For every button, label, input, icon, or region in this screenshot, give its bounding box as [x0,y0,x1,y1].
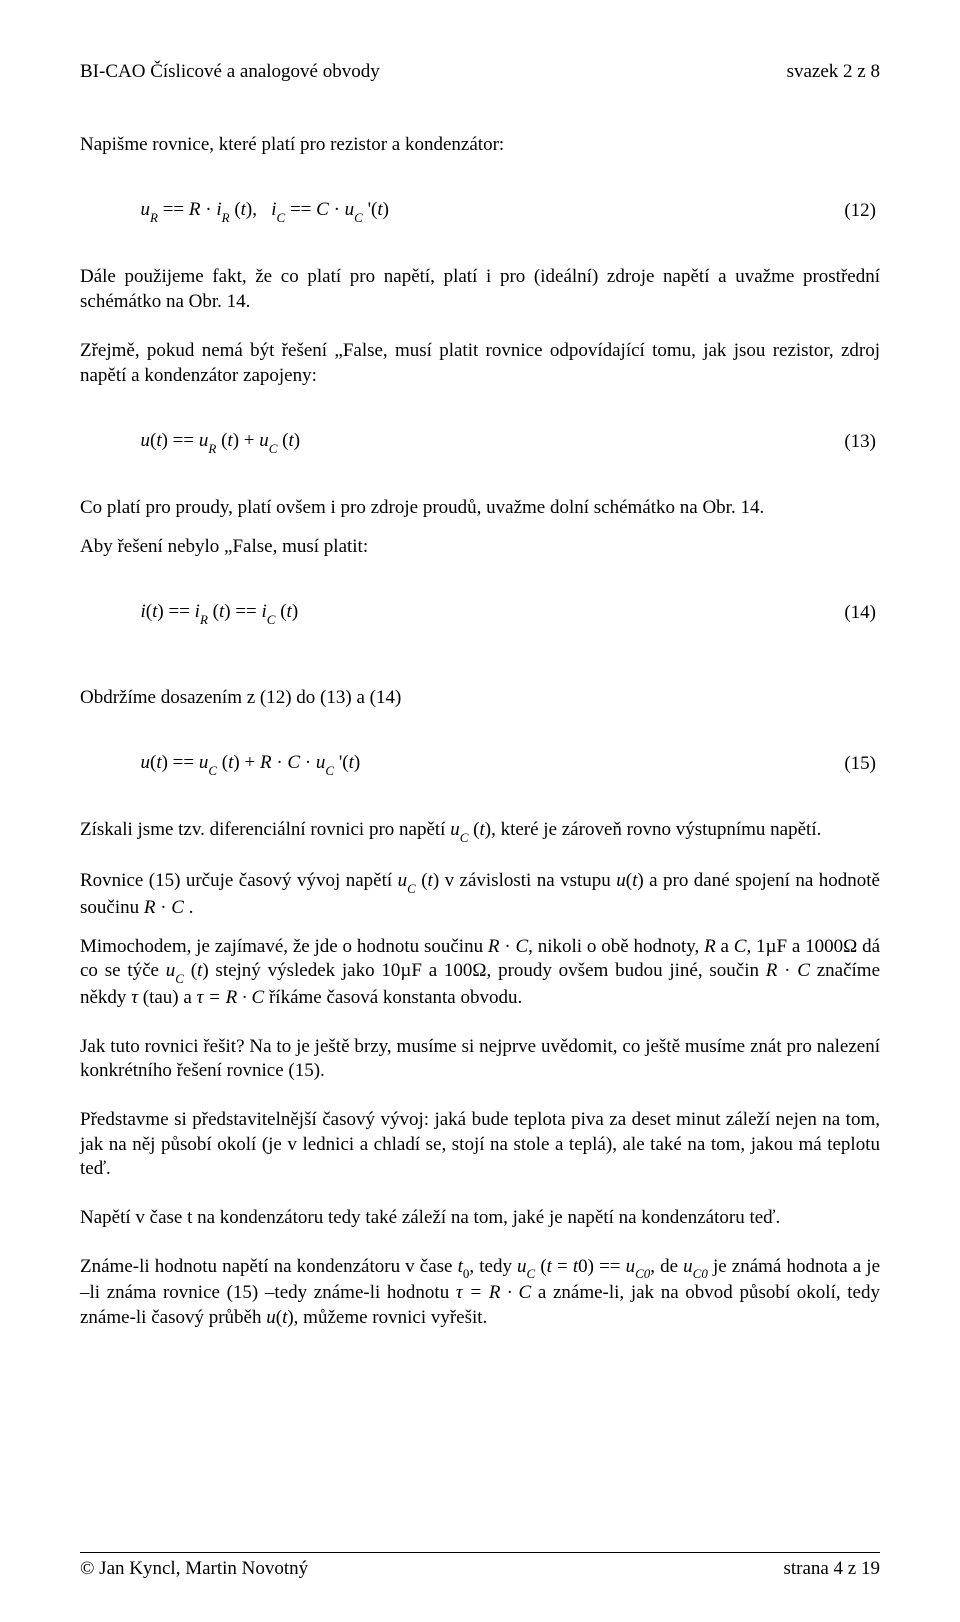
p9i: (tau) a [138,987,197,1008]
paragraph-12: Napětí v čase t na kondenzátoru tedy tak… [80,1206,880,1231]
footer-right: strana 4 z 19 [783,1557,880,1582]
p13a: Známe-li hodnotu napětí na kondenzátoru … [80,1256,458,1277]
equation-12: uR == R · iR (t), iC == C · uC '(t) (12) [80,173,880,249]
equation-14-number: (14) [844,601,880,626]
equation-15-text: u(t) == uC (t) + R · C · uC '(t) [80,726,360,802]
mu1: 1µF a 1000Ω [756,936,857,957]
paragraph-5: Aby řešení nebylo „False, musí platit: [80,535,880,560]
p9f: stejný výsledek jako [209,960,382,981]
paragraph-2: Dále použijeme fakt, že co platí pro nap… [80,265,880,314]
p13c: , de [650,1256,683,1277]
equation-13-text: u(t) == uR (t) + uC (t) [80,404,300,480]
header: BI-CAO Číslicové a analogové obvody svaz… [80,60,880,85]
p8a: Rovnice (15) určuje časový vývoj napětí [80,870,398,891]
header-left: BI-CAO Číslicové a analogové obvody [80,60,380,85]
tau-eq: τ = R · C [197,987,265,1008]
equation-12-number: (12) [844,199,880,224]
p9j: říkáme časová konstanta obvodu. [264,987,522,1008]
equation-13: u(t) == uR (t) + uC (t) (13) [80,404,880,480]
p8d: . [184,897,194,918]
mu2: 10µF a 100Ω [381,960,486,981]
p8b: v závislosti na vstupu [439,870,616,891]
paragraph-9: Mimochodem, je zajímavé, že jde o hodnot… [80,935,880,1011]
equation-14: i(t) == iR (t) == iC (t) (14) [80,576,880,652]
paragraph-8: Rovnice (15) určuje časový vývoj napětí … [80,869,880,920]
paragraph-13: Známe-li hodnotu napětí na kondenzátoru … [80,1255,880,1331]
paragraph-1: Napišme rovnice, které platí pro rezisto… [80,133,880,158]
p13f: , můžeme rovnici vyřešit. [294,1307,488,1328]
paragraph-3: Zřejmě, pokud nemá být řešení „False, mu… [80,339,880,388]
equation-15: u(t) == uC (t) + R · C · uC '(t) (15) [80,726,880,802]
paragraph-7: Získali jsme tzv. diferenciální rovnici … [80,818,880,845]
p9d: , [746,936,756,957]
p9b: , nikoli o obě hodnoty, [528,936,704,957]
p9g: , proudy ovšem budou jiné, součin [487,960,766,981]
tau-eq-2: τ = R · C [456,1282,531,1303]
equation-14-text: i(t) == iR (t) == iC (t) [80,576,298,652]
p13b: , tedy [469,1256,517,1277]
p9c: a [716,936,734,957]
paragraph-10: Jak tuto rovnici řešit? Na to je ještě b… [80,1035,880,1084]
paragraph-6: Obdržíme dosazením z (12) do (13) a (14) [80,686,880,711]
equation-15-number: (15) [844,752,880,777]
header-right: svazek 2 z 8 [787,60,880,85]
footer-left: © Jan Kyncl, Martin Novotný [80,1557,308,1582]
tau: τ [131,987,138,1008]
p9a: Mimochodem, je zajímavé, že jde o hodnot… [80,936,488,957]
paragraph-4: Co platí pro proudy, platí ovšem i pro z… [80,496,880,521]
equation-13-number: (13) [844,430,880,455]
p7b: , které je zároveň rovno výstupnímu napě… [491,819,821,840]
footer: © Jan Kyncl, Martin Novotný strana 4 z 1… [80,1552,880,1582]
equation-12-text: uR == R · iR (t), iC == C · uC '(t) [80,173,389,249]
paragraph-11: Představme si představitelnější časový v… [80,1108,880,1182]
page: BI-CAO Číslicové a analogové obvody svaz… [0,0,960,1622]
p7a: Získali jsme tzv. diferenciální rovnici … [80,819,450,840]
